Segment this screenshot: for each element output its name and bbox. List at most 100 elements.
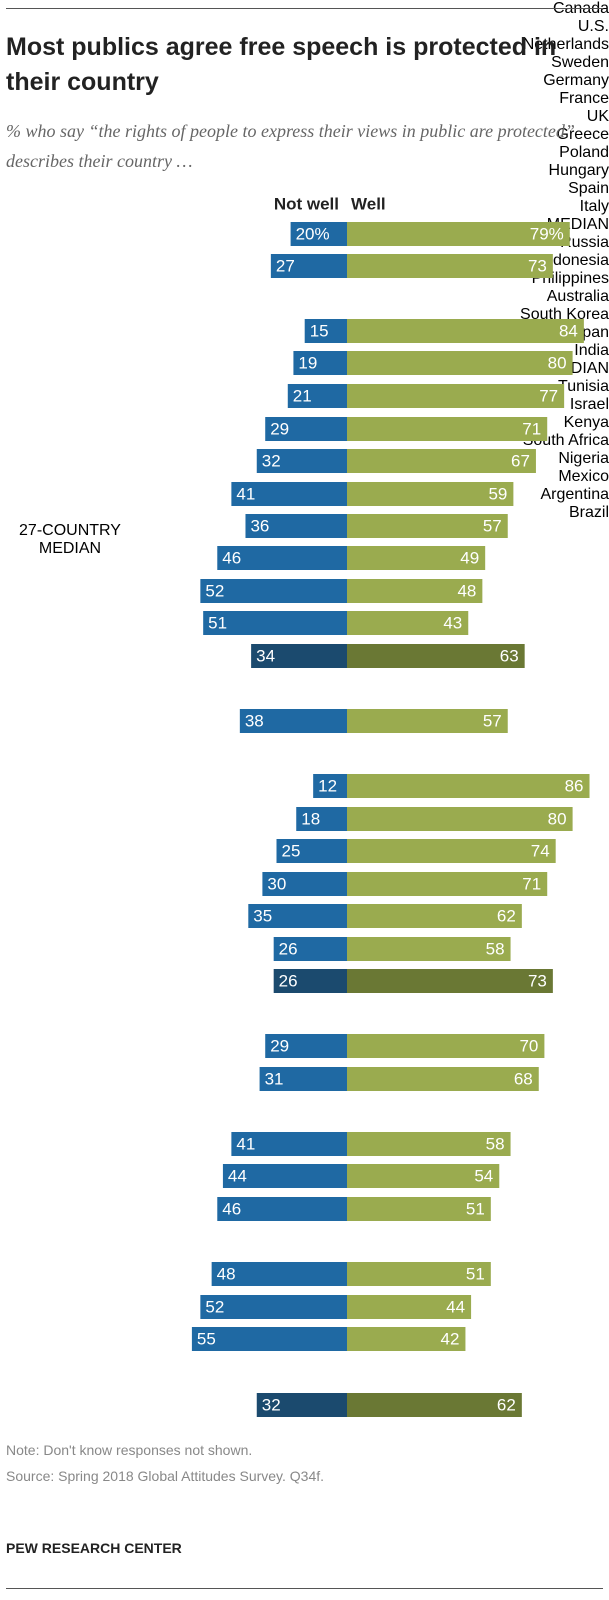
category-label: Brazil bbox=[568, 504, 609, 521]
category-label: Sweden bbox=[551, 54, 609, 71]
bar bbox=[248, 904, 347, 928]
bar bbox=[191, 1327, 347, 1351]
category-label: Argentina bbox=[540, 486, 609, 503]
note: Note: Don't know responses not shown. bbox=[6, 1442, 253, 1458]
bar bbox=[259, 1067, 347, 1091]
value-label: 43 bbox=[443, 613, 462, 632]
value-label: 84 bbox=[559, 321, 578, 340]
value-label: 15 bbox=[310, 321, 329, 340]
bottom-rule bbox=[6, 1588, 603, 1589]
bar bbox=[200, 579, 347, 603]
value-label: 38 bbox=[245, 711, 264, 730]
bar bbox=[347, 644, 525, 668]
chart-title: Most publics agree free speech is protec… bbox=[6, 33, 557, 96]
category-label: UK bbox=[586, 108, 609, 125]
value-label: 34 bbox=[256, 646, 275, 665]
source: Source: Spring 2018 Global Attitudes Sur… bbox=[6, 1468, 325, 1484]
value-label: 44 bbox=[228, 1166, 247, 1185]
bar bbox=[290, 222, 347, 246]
category-label: Hungary bbox=[548, 162, 609, 179]
value-label: 80 bbox=[548, 809, 567, 828]
category-label: Kenya bbox=[563, 414, 609, 431]
bar bbox=[273, 937, 347, 961]
category-label: Indonesia bbox=[539, 252, 609, 269]
category-label: U.S. bbox=[577, 18, 609, 35]
bar bbox=[276, 839, 347, 863]
value-label: 36 bbox=[250, 516, 269, 535]
category-label: Mexico bbox=[558, 468, 609, 485]
bar bbox=[347, 774, 590, 798]
bar bbox=[347, 482, 514, 506]
bar bbox=[347, 546, 486, 570]
bar bbox=[347, 1295, 472, 1319]
category-label: Israel bbox=[569, 396, 609, 413]
value-label: 30 bbox=[267, 874, 286, 893]
value-label: 42 bbox=[441, 1329, 460, 1348]
value-label: 79% bbox=[530, 224, 564, 243]
bar bbox=[347, 1034, 545, 1058]
bar bbox=[245, 514, 347, 538]
value-label: 31 bbox=[265, 1069, 284, 1088]
value-label: 51 bbox=[208, 613, 227, 632]
bar bbox=[270, 254, 347, 278]
bar bbox=[347, 937, 511, 961]
bar bbox=[347, 1262, 491, 1286]
bar bbox=[262, 872, 347, 896]
bar bbox=[347, 807, 573, 831]
value-label: 48 bbox=[457, 581, 476, 600]
value-label: 70 bbox=[519, 1036, 538, 1055]
chart-subtitle: % who say “the rights of people to expre… bbox=[6, 121, 575, 171]
value-label: 67 bbox=[511, 451, 530, 470]
value-label: 51 bbox=[466, 1264, 485, 1283]
bar bbox=[347, 1327, 466, 1351]
bar bbox=[265, 417, 347, 441]
category-label: Germany bbox=[543, 72, 609, 89]
value-label: 74 bbox=[531, 841, 550, 860]
top-rule bbox=[6, 8, 603, 9]
category-label: Greece bbox=[556, 126, 609, 143]
value-label: 44 bbox=[446, 1297, 465, 1316]
bar bbox=[347, 319, 584, 343]
category-label: Australia bbox=[546, 288, 609, 305]
bar bbox=[347, 904, 522, 928]
value-label: 35 bbox=[253, 906, 272, 925]
category-label: Tunisia bbox=[558, 378, 609, 395]
value-label: 51 bbox=[466, 1199, 485, 1218]
category-label: 27-COUNTRY MEDIAN bbox=[19, 522, 121, 557]
bar bbox=[347, 611, 469, 635]
bar bbox=[347, 579, 483, 603]
bar bbox=[347, 449, 536, 473]
bar bbox=[347, 709, 508, 733]
category-label: India bbox=[574, 342, 609, 359]
value-label: 73 bbox=[528, 256, 547, 275]
legend-label: Not well bbox=[274, 194, 339, 213]
bar bbox=[211, 1262, 347, 1286]
bar bbox=[217, 546, 347, 570]
bar bbox=[231, 482, 347, 506]
value-label: 41 bbox=[236, 484, 255, 503]
bar bbox=[304, 319, 347, 343]
bar bbox=[347, 969, 553, 993]
value-label: 52 bbox=[205, 1297, 224, 1316]
value-label: 62 bbox=[497, 906, 516, 925]
bar bbox=[293, 351, 347, 375]
value-label: 41 bbox=[236, 1134, 255, 1153]
bar bbox=[347, 222, 570, 246]
value-label: 29 bbox=[270, 419, 289, 438]
category-label: Poland bbox=[559, 144, 609, 161]
value-label: 55 bbox=[197, 1329, 216, 1348]
bar bbox=[347, 514, 508, 538]
category-label: South Korea bbox=[520, 306, 609, 323]
value-label: 54 bbox=[474, 1166, 493, 1185]
value-label: 63 bbox=[500, 646, 519, 665]
bar bbox=[265, 1034, 347, 1058]
bar bbox=[222, 1164, 347, 1188]
legend-label: Well bbox=[351, 194, 386, 213]
bar bbox=[347, 351, 573, 375]
bar bbox=[273, 969, 347, 993]
category-label: Russia bbox=[560, 234, 609, 251]
bar bbox=[296, 807, 347, 831]
value-label: 32 bbox=[262, 451, 281, 470]
bar bbox=[203, 611, 347, 635]
